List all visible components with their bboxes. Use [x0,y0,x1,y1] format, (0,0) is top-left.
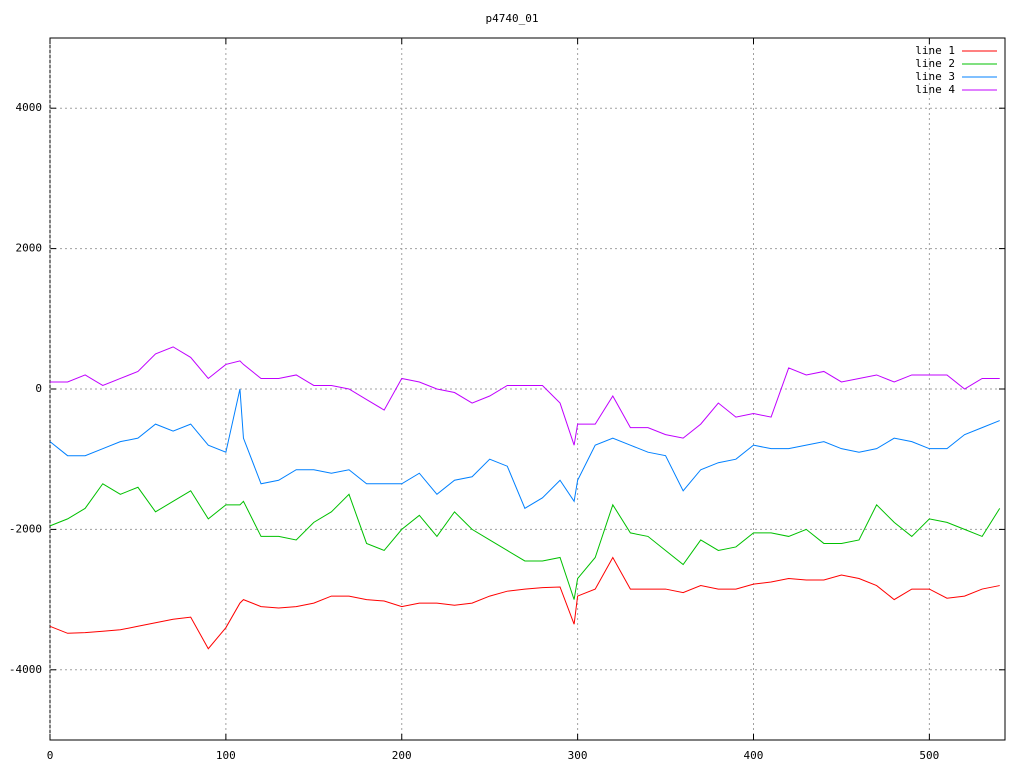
x-tick-label: 500 [919,749,939,762]
series-line [49,556,1000,650]
series-line [49,388,1000,510]
series-line [49,483,1001,600]
y-tick-label: 0 [35,382,42,395]
y-tick-label: -2000 [9,522,42,535]
y-tick-label: 4000 [16,101,43,114]
chart-title: p4740_01 [486,12,539,25]
x-tick-label: 0 [47,749,54,762]
y-tick-label: 2000 [16,242,43,255]
legend-label: line 2 [915,57,955,70]
x-tick-label: 200 [392,749,412,762]
x-tick-label: 100 [216,749,236,762]
series-line [50,346,1000,446]
x-tick-label: 400 [744,749,764,762]
y-tick-label: -4000 [9,663,42,676]
legend-label: line 1 [915,44,955,57]
x-tick-label: 300 [568,749,588,762]
legend-label: line 3 [915,70,955,83]
legend-label: line 4 [915,83,955,96]
